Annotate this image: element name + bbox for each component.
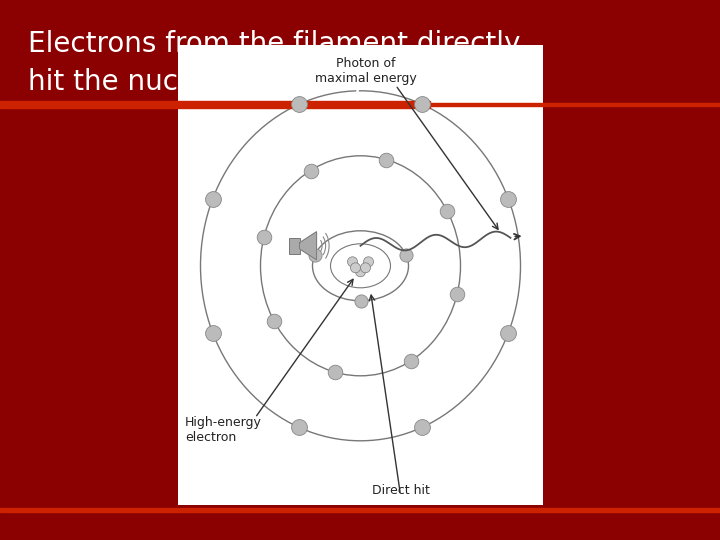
Point [381, 155, 392, 164]
Point [207, 194, 218, 203]
Point [416, 100, 428, 109]
Text: High-energy
electron: High-energy electron [185, 416, 262, 444]
Point [400, 251, 412, 259]
Bar [0, 101, 430, 108]
Point [416, 423, 428, 432]
Bar [178, 45, 543, 505]
Ellipse shape [364, 257, 374, 267]
Point [294, 423, 305, 432]
Bar [430, 103, 720, 106]
Ellipse shape [351, 263, 361, 273]
Point [294, 100, 305, 109]
Point [309, 251, 320, 259]
Point [355, 296, 366, 305]
Point [451, 290, 463, 299]
Bar [0, 508, 720, 512]
Text: hit the nucleus of a target atom: hit the nucleus of a target atom [28, 68, 470, 96]
Point [405, 357, 416, 366]
Text: Electrons from the filament directly: Electrons from the filament directly [28, 30, 521, 58]
Point [329, 368, 341, 376]
Point [503, 194, 514, 203]
Ellipse shape [361, 263, 371, 273]
Ellipse shape [356, 267, 366, 277]
Bar [289, 238, 300, 254]
Point [441, 206, 453, 215]
Polygon shape [300, 232, 317, 260]
Ellipse shape [348, 257, 358, 267]
Point [207, 328, 218, 337]
Text: Direct hit: Direct hit [372, 484, 429, 497]
Point [268, 316, 279, 325]
Point [305, 166, 316, 175]
Point [258, 233, 270, 241]
Text: Photon of
maximal energy: Photon of maximal energy [315, 57, 416, 85]
Point [503, 328, 514, 337]
